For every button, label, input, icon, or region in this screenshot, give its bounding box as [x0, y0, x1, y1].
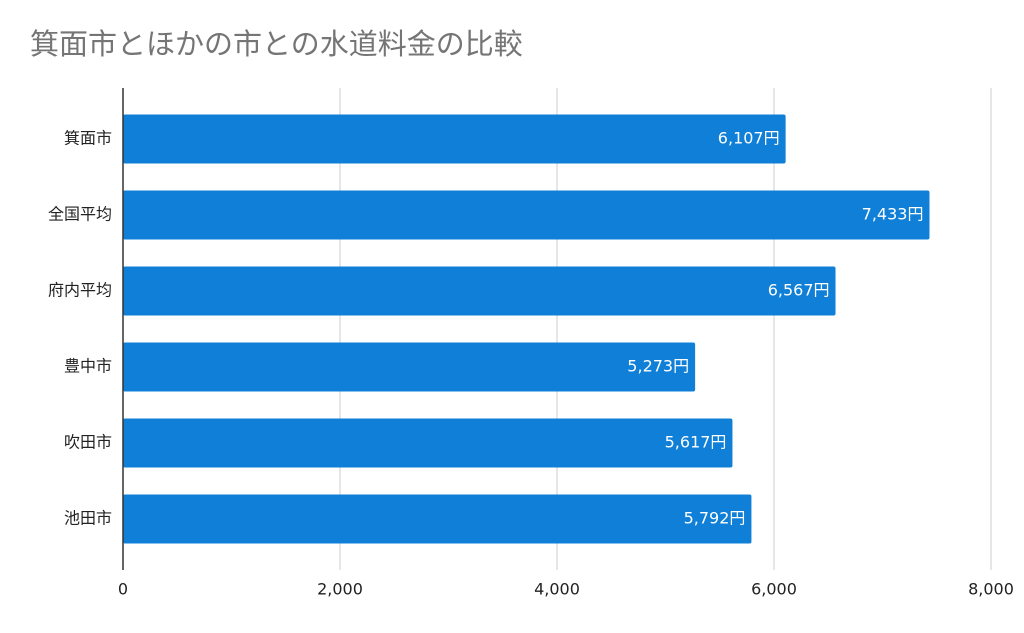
y-tick-label: 府内平均 [48, 281, 112, 300]
x-tick-label: 4,000 [534, 580, 580, 599]
y-tick-label: 池田市 [64, 509, 112, 528]
bar [123, 418, 733, 468]
bar [123, 114, 786, 164]
bar [123, 190, 930, 240]
x-tick-label: 0 [118, 580, 128, 599]
x-tick-label: 6,000 [751, 580, 797, 599]
bar [123, 266, 836, 316]
value-label: 5,273円 [627, 357, 689, 376]
x-tick-label: 8,000 [968, 580, 1014, 599]
value-label: 6,567円 [768, 281, 830, 300]
bar [123, 342, 696, 392]
y-tick-label: 全国平均 [48, 205, 112, 224]
y-tick-label: 豊中市 [64, 357, 112, 376]
chart-title: 箕面市とほかの市との水道料金の比較 [30, 27, 523, 61]
value-label: 6,107円 [718, 129, 780, 148]
bar [123, 494, 752, 544]
value-label: 7,433円 [862, 205, 924, 224]
y-tick-label: 吹田市 [64, 433, 112, 452]
x-tick-label: 2,000 [317, 580, 363, 599]
y-tick-label: 箕面市 [64, 129, 112, 148]
value-label: 5,617円 [665, 433, 727, 452]
value-label: 5,792円 [684, 509, 746, 528]
